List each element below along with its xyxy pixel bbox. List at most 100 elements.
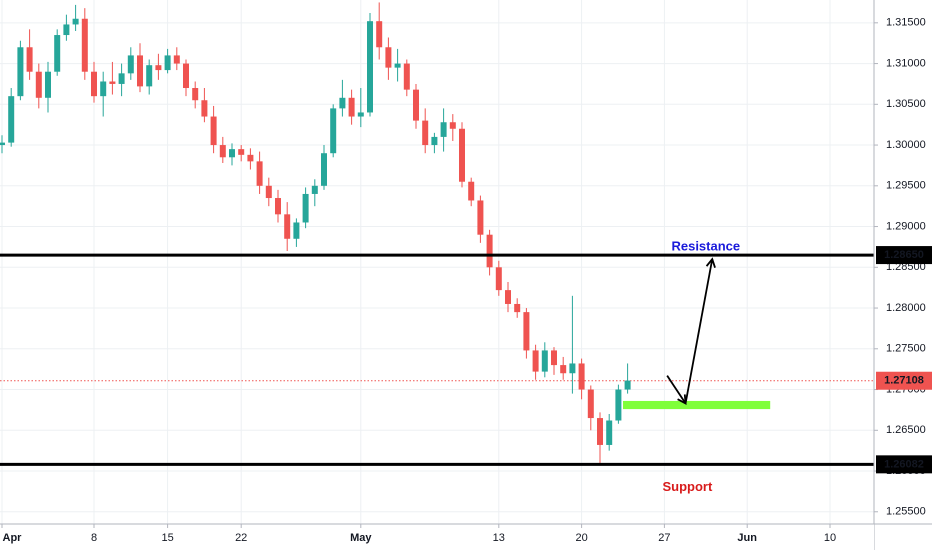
y-tick-label: 1.29500 bbox=[886, 180, 926, 192]
resistance-price-label-box bbox=[876, 246, 932, 265]
candle-body[interactable] bbox=[54, 35, 61, 72]
candle-body[interactable] bbox=[597, 418, 603, 445]
x-tick-label: 15 bbox=[161, 532, 173, 544]
x-tick-label: 13 bbox=[493, 532, 505, 544]
candle-body[interactable] bbox=[431, 136, 438, 146]
candle-body[interactable] bbox=[275, 198, 281, 215]
candle-body[interactable] bbox=[81, 18, 88, 72]
candle-body[interactable] bbox=[118, 73, 125, 84]
candle-body[interactable] bbox=[440, 122, 447, 137]
candle-body[interactable] bbox=[523, 312, 530, 351]
arrow-head bbox=[705, 257, 716, 268]
candle-body[interactable] bbox=[615, 389, 622, 421]
candle-body[interactable] bbox=[210, 116, 217, 146]
current-price-label-box bbox=[876, 371, 932, 390]
candle-body[interactable] bbox=[624, 380, 631, 390]
candle-body[interactable] bbox=[63, 24, 70, 36]
candle-body[interactable] bbox=[302, 193, 309, 223]
candle-body[interactable] bbox=[495, 267, 502, 291]
candle-body[interactable] bbox=[486, 234, 493, 268]
candle-body[interactable] bbox=[155, 65, 162, 71]
support-price-label: 1.26082 bbox=[884, 458, 924, 470]
x-tick-label: May bbox=[350, 532, 372, 544]
candle-body[interactable] bbox=[146, 65, 153, 87]
x-tick-label: 10 bbox=[824, 532, 836, 544]
candle-body[interactable] bbox=[229, 149, 235, 158]
candle-body[interactable] bbox=[348, 97, 355, 117]
candle-body[interactable] bbox=[35, 71, 42, 98]
time-axis-panel bbox=[0, 524, 874, 550]
candle-body[interactable] bbox=[137, 55, 143, 87]
candle-body[interactable] bbox=[45, 71, 51, 98]
candle-body[interactable] bbox=[449, 122, 456, 129]
candle-body[interactable] bbox=[606, 420, 613, 445]
y-tick-label: 1.29000 bbox=[886, 220, 926, 232]
candle-body[interactable] bbox=[560, 365, 567, 374]
y-tick-label: 1.28000 bbox=[886, 302, 926, 314]
candle-body[interactable] bbox=[413, 89, 419, 121]
candle-body[interactable] bbox=[541, 350, 548, 372]
candle-body[interactable] bbox=[247, 154, 254, 162]
candle-body[interactable] bbox=[173, 55, 180, 64]
candle-body[interactable] bbox=[72, 18, 79, 25]
x-tick-label: Apr bbox=[3, 532, 23, 544]
support-label: Support bbox=[662, 479, 712, 494]
candle-body[interactable] bbox=[385, 47, 392, 68]
x-tick-label: 20 bbox=[575, 532, 587, 544]
candle-body[interactable] bbox=[376, 21, 383, 48]
candle-body[interactable] bbox=[403, 63, 410, 90]
candle-body[interactable] bbox=[192, 88, 199, 101]
candle-body[interactable] bbox=[477, 200, 484, 235]
candle-body[interactable] bbox=[17, 47, 24, 97]
retest-zone[interactable] bbox=[623, 400, 771, 410]
candle-body[interactable] bbox=[0, 142, 5, 146]
resistance-label: Resistance bbox=[671, 238, 740, 253]
candle-body[interactable] bbox=[127, 55, 134, 74]
x-tick-label: Jun bbox=[737, 532, 757, 544]
candle-body[interactable] bbox=[26, 47, 33, 72]
candle-body[interactable] bbox=[183, 63, 189, 89]
y-tick-label: 1.30500 bbox=[886, 98, 926, 110]
candle-body[interactable] bbox=[357, 112, 364, 117]
candle-body[interactable] bbox=[569, 363, 576, 374]
candle-body[interactable] bbox=[265, 185, 272, 199]
candle-body[interactable] bbox=[578, 363, 585, 390]
candle-body[interactable] bbox=[256, 161, 263, 186]
candle-body[interactable] bbox=[321, 153, 327, 186]
candle-body[interactable] bbox=[551, 350, 557, 366]
candle-body[interactable] bbox=[394, 63, 401, 68]
y-tick-label: 1.31000 bbox=[886, 57, 926, 69]
arrow-line bbox=[666, 375, 687, 404]
candle-body[interactable] bbox=[284, 214, 291, 239]
axis-corner bbox=[875, 525, 932, 550]
support-price-label-box bbox=[876, 455, 932, 474]
candle-body[interactable] bbox=[330, 108, 337, 154]
candle-body[interactable] bbox=[505, 290, 511, 304]
candle-body[interactable] bbox=[201, 100, 208, 117]
candle-body[interactable] bbox=[293, 222, 300, 239]
candle-body[interactable] bbox=[109, 81, 116, 84]
candle-body[interactable] bbox=[468, 181, 475, 201]
candle-body[interactable] bbox=[238, 149, 245, 155]
candle-body[interactable] bbox=[311, 185, 318, 194]
resistance-price-label: 1.28650 bbox=[884, 249, 924, 261]
x-tick-label: 27 bbox=[658, 532, 670, 544]
candle-body[interactable] bbox=[8, 96, 15, 143]
candle-body[interactable] bbox=[367, 21, 373, 113]
candle-body[interactable] bbox=[164, 55, 171, 71]
y-tick-label: 1.27500 bbox=[886, 343, 926, 355]
candle-body[interactable] bbox=[219, 145, 226, 158]
candle-body[interactable] bbox=[587, 389, 594, 419]
candle-body[interactable] bbox=[459, 128, 465, 182]
y-tick-label: 1.25500 bbox=[886, 506, 926, 518]
x-tick-label: 8 bbox=[91, 532, 97, 544]
candle-body[interactable] bbox=[100, 81, 107, 97]
candle-body[interactable] bbox=[339, 97, 346, 109]
candle-body[interactable] bbox=[514, 303, 521, 313]
candle-body[interactable] bbox=[91, 71, 97, 97]
candle-body[interactable] bbox=[422, 120, 429, 146]
candle-body[interactable] bbox=[532, 350, 539, 372]
